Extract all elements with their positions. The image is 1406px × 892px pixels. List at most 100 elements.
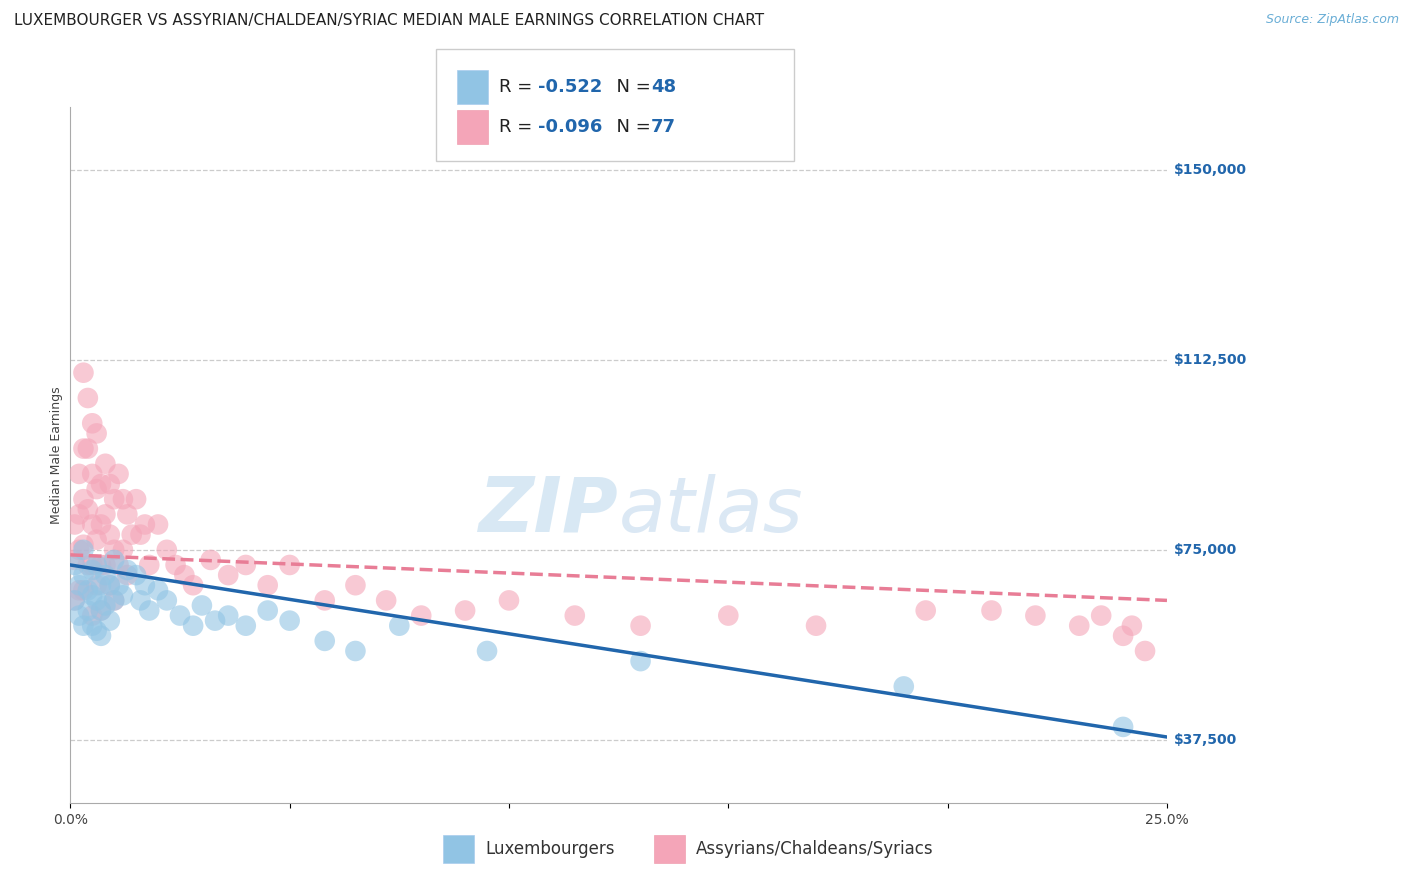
Point bbox=[94, 599, 117, 613]
Point bbox=[146, 517, 169, 532]
Point bbox=[344, 578, 367, 592]
Point bbox=[67, 508, 90, 522]
Point bbox=[103, 492, 125, 507]
Point bbox=[86, 578, 108, 592]
Point bbox=[90, 629, 112, 643]
Point bbox=[86, 426, 108, 441]
Point bbox=[63, 517, 86, 532]
Point bbox=[1112, 629, 1135, 643]
Point bbox=[564, 608, 586, 623]
Text: atlas: atlas bbox=[619, 474, 803, 548]
Point bbox=[103, 542, 125, 557]
Point bbox=[82, 417, 104, 431]
Point bbox=[76, 502, 98, 516]
Point bbox=[86, 593, 108, 607]
Point bbox=[98, 527, 121, 541]
Point bbox=[67, 608, 90, 623]
Point bbox=[256, 578, 278, 592]
Point bbox=[82, 618, 104, 632]
Point bbox=[1121, 618, 1143, 632]
Point bbox=[103, 553, 125, 567]
Point bbox=[630, 618, 652, 632]
Point bbox=[72, 492, 94, 507]
Text: Assyrians/Chaldeans/Syriacs: Assyrians/Chaldeans/Syriacs bbox=[696, 840, 934, 858]
Point bbox=[103, 593, 125, 607]
Point bbox=[94, 508, 117, 522]
Point bbox=[111, 588, 134, 602]
Point bbox=[134, 578, 156, 592]
Point bbox=[717, 608, 740, 623]
Point bbox=[498, 593, 520, 607]
Point bbox=[86, 558, 108, 572]
Point bbox=[82, 608, 104, 623]
Point bbox=[90, 517, 112, 532]
Point bbox=[76, 558, 98, 572]
Point bbox=[914, 603, 936, 617]
Text: $112,500: $112,500 bbox=[1174, 353, 1247, 367]
Text: $75,000: $75,000 bbox=[1174, 543, 1237, 557]
Point bbox=[121, 527, 143, 541]
Text: N =: N = bbox=[605, 119, 657, 136]
Point bbox=[256, 603, 278, 617]
Point bbox=[98, 477, 121, 491]
Point bbox=[117, 568, 139, 582]
Text: 48: 48 bbox=[651, 78, 676, 96]
Point bbox=[107, 578, 129, 592]
Point bbox=[90, 603, 112, 617]
Point bbox=[181, 618, 204, 632]
Point bbox=[67, 542, 90, 557]
Point bbox=[1112, 720, 1135, 734]
Text: -0.096: -0.096 bbox=[538, 119, 603, 136]
Point bbox=[191, 599, 214, 613]
Point bbox=[138, 558, 160, 572]
Point bbox=[72, 568, 94, 582]
Point bbox=[98, 578, 121, 592]
Point bbox=[630, 654, 652, 668]
Point bbox=[98, 578, 121, 592]
Point bbox=[82, 588, 104, 602]
Point bbox=[82, 563, 104, 577]
Point bbox=[72, 442, 94, 456]
Point bbox=[129, 593, 152, 607]
Point bbox=[63, 553, 86, 567]
Point bbox=[63, 558, 86, 572]
Point bbox=[63, 593, 86, 607]
Point bbox=[217, 608, 239, 623]
Point bbox=[82, 467, 104, 481]
Text: -0.522: -0.522 bbox=[538, 78, 603, 96]
Point bbox=[98, 614, 121, 628]
Point bbox=[314, 593, 336, 607]
Point bbox=[72, 542, 94, 557]
Point bbox=[217, 568, 239, 582]
Point bbox=[129, 527, 152, 541]
Point bbox=[90, 558, 112, 572]
Point bbox=[90, 603, 112, 617]
Point bbox=[235, 618, 257, 632]
Point bbox=[67, 467, 90, 481]
Point bbox=[138, 603, 160, 617]
Point bbox=[82, 558, 104, 572]
Point bbox=[278, 614, 301, 628]
Point bbox=[82, 517, 104, 532]
Point bbox=[76, 442, 98, 456]
Point bbox=[67, 578, 90, 592]
Text: R =: R = bbox=[499, 78, 538, 96]
Text: N =: N = bbox=[605, 78, 657, 96]
Point bbox=[117, 508, 139, 522]
Point bbox=[63, 593, 86, 607]
Point bbox=[804, 618, 827, 632]
Point bbox=[204, 614, 226, 628]
Point bbox=[117, 563, 139, 577]
Point bbox=[103, 593, 125, 607]
Point bbox=[90, 578, 112, 592]
Point bbox=[1133, 644, 1156, 658]
Text: $37,500: $37,500 bbox=[1174, 732, 1237, 747]
Point bbox=[411, 608, 433, 623]
Point bbox=[1090, 608, 1112, 623]
Point bbox=[344, 644, 367, 658]
Point bbox=[169, 608, 191, 623]
Point bbox=[146, 583, 169, 598]
Point bbox=[980, 603, 1002, 617]
Point bbox=[173, 568, 195, 582]
Point bbox=[156, 593, 179, 607]
